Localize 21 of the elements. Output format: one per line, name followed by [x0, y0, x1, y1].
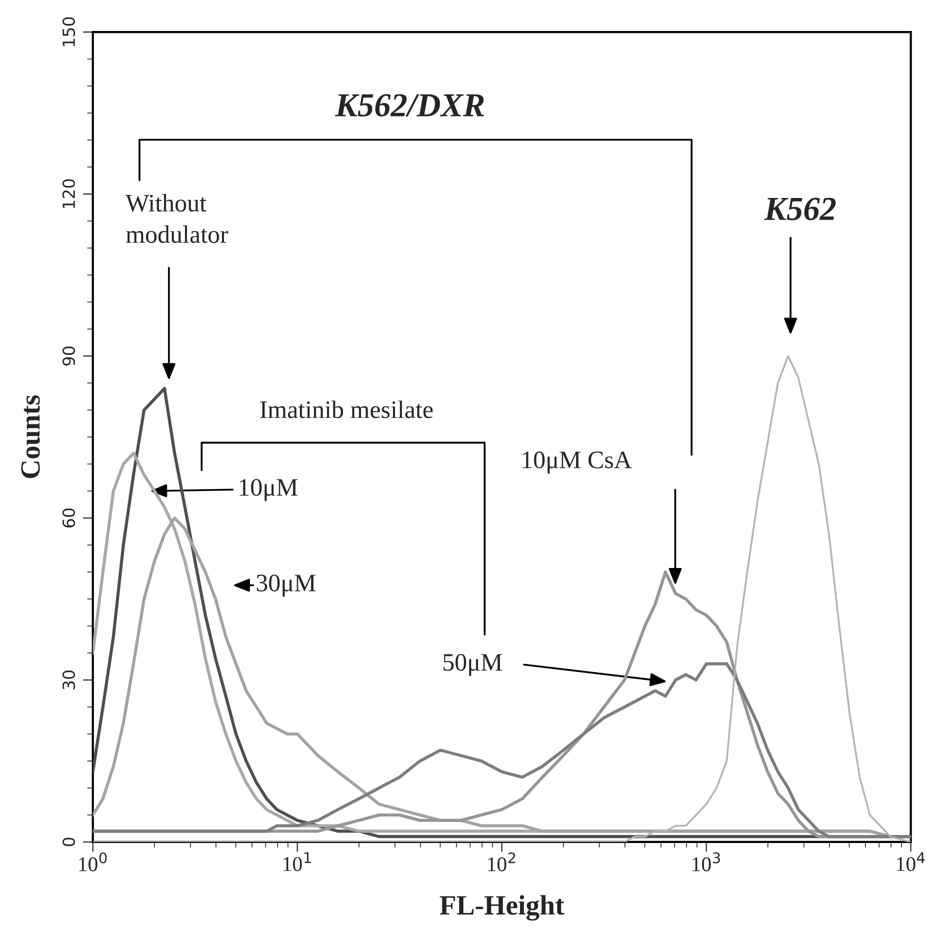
x-tick-label: 10$^{2}$: [488, 852, 516, 872]
y-tick-label: 60: [62, 508, 76, 528]
y-tick-label: 120: [62, 179, 76, 208]
annotation: 50μM: [444, 654, 502, 676]
x-axis-title: FL-Height: [440, 895, 564, 921]
annotation: Without modulator: [126, 194, 228, 243]
x-tick-label: 10$^{3}$: [692, 852, 720, 872]
annotation: Imatinib mesilate: [260, 400, 433, 418]
y-tick-label: 30: [62, 670, 76, 690]
x-tick-label: 10$^{1}$: [284, 852, 311, 872]
x-tick-label: 10$^{4}$: [897, 852, 925, 872]
annotation: 10μM CsA: [522, 451, 632, 474]
y-tick-label: 150: [62, 17, 76, 46]
y-tick-label: 90: [62, 346, 76, 366]
x-tick-label: 10$^{0}$: [79, 852, 107, 872]
y-axis-title: Counts: [21, 395, 40, 478]
annotation: 10μM: [240, 479, 298, 501]
annotation: K562/DXR: [334, 94, 484, 117]
annotation: K562: [764, 198, 836, 220]
annotation: 30μM: [256, 574, 316, 597]
y-tick-label: 0: [62, 838, 76, 846]
